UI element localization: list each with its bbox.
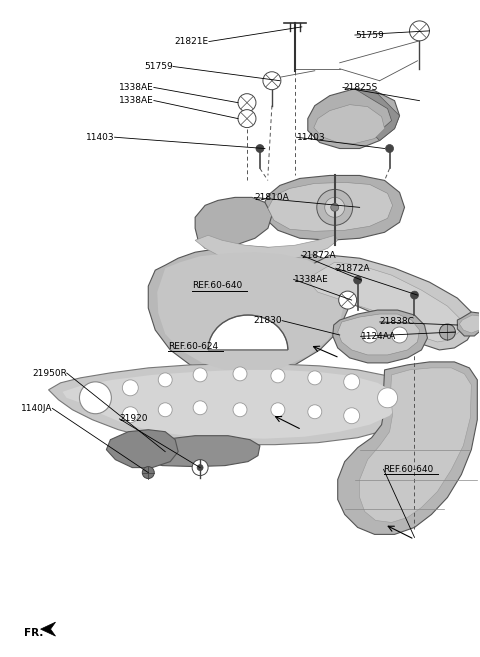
Circle shape: [308, 371, 322, 385]
Circle shape: [233, 403, 247, 417]
Polygon shape: [333, 310, 428, 363]
Polygon shape: [41, 622, 56, 636]
Circle shape: [344, 374, 360, 390]
Circle shape: [256, 145, 264, 152]
Text: 21950R: 21950R: [32, 369, 67, 378]
Circle shape: [271, 403, 285, 417]
Polygon shape: [268, 183, 393, 231]
Circle shape: [84, 386, 108, 410]
Text: REF.60-640: REF.60-640: [192, 281, 242, 290]
Polygon shape: [308, 89, 399, 148]
Text: 11403: 11403: [297, 133, 325, 142]
Circle shape: [344, 408, 360, 424]
Circle shape: [385, 145, 394, 152]
Polygon shape: [314, 104, 384, 143]
Circle shape: [238, 94, 256, 112]
Polygon shape: [338, 314, 420, 355]
Circle shape: [361, 327, 378, 343]
Circle shape: [308, 405, 322, 419]
Polygon shape: [195, 197, 272, 248]
Polygon shape: [338, 362, 477, 534]
Text: 21825S: 21825S: [343, 83, 377, 92]
Circle shape: [193, 368, 207, 382]
Polygon shape: [195, 235, 338, 262]
Text: 21810A: 21810A: [254, 193, 289, 202]
Text: 1140JA: 1140JA: [21, 404, 52, 413]
Polygon shape: [459, 315, 480, 333]
Circle shape: [158, 403, 172, 417]
Circle shape: [263, 72, 281, 90]
Circle shape: [80, 382, 111, 414]
Circle shape: [378, 388, 397, 408]
Polygon shape: [355, 89, 399, 141]
Polygon shape: [62, 370, 399, 439]
Circle shape: [410, 291, 419, 299]
Polygon shape: [263, 175, 405, 240]
Polygon shape: [148, 246, 350, 375]
Circle shape: [271, 369, 285, 383]
Circle shape: [317, 189, 353, 225]
Circle shape: [392, 327, 408, 343]
Circle shape: [233, 367, 247, 381]
Circle shape: [325, 197, 345, 217]
Text: 1338AE: 1338AE: [119, 96, 154, 105]
Text: 1338AE: 1338AE: [294, 275, 328, 284]
Circle shape: [238, 110, 256, 127]
Polygon shape: [107, 430, 178, 468]
Polygon shape: [298, 255, 474, 350]
Circle shape: [122, 380, 138, 396]
Text: 51759: 51759: [144, 62, 173, 71]
Text: 21821E: 21821E: [175, 37, 209, 46]
Circle shape: [197, 464, 203, 470]
Polygon shape: [310, 262, 461, 342]
Circle shape: [331, 204, 339, 212]
Circle shape: [158, 373, 172, 387]
Circle shape: [192, 460, 208, 476]
Text: REF.60-640: REF.60-640: [384, 465, 434, 474]
Polygon shape: [48, 364, 420, 445]
Text: 1124AA: 1124AA: [360, 332, 396, 341]
Polygon shape: [157, 252, 345, 372]
Circle shape: [439, 324, 456, 340]
Circle shape: [193, 401, 207, 415]
Text: 1338AE: 1338AE: [119, 83, 154, 92]
Text: 51759: 51759: [355, 30, 384, 39]
Text: 21872A: 21872A: [336, 263, 371, 273]
Circle shape: [339, 291, 357, 309]
Text: REF.60-624: REF.60-624: [168, 342, 218, 351]
Text: 21838C: 21838C: [380, 317, 415, 327]
Circle shape: [142, 466, 154, 478]
Polygon shape: [208, 315, 288, 350]
Circle shape: [122, 407, 138, 422]
Text: 21920: 21920: [120, 415, 148, 423]
Circle shape: [354, 276, 361, 284]
Text: 21872A: 21872A: [301, 250, 336, 260]
Polygon shape: [132, 436, 260, 466]
Text: 21830: 21830: [253, 316, 282, 325]
Text: FR.: FR.: [24, 628, 43, 638]
Text: 11403: 11403: [86, 133, 115, 142]
Polygon shape: [457, 312, 480, 336]
Polygon shape: [360, 368, 471, 522]
Circle shape: [409, 21, 430, 41]
